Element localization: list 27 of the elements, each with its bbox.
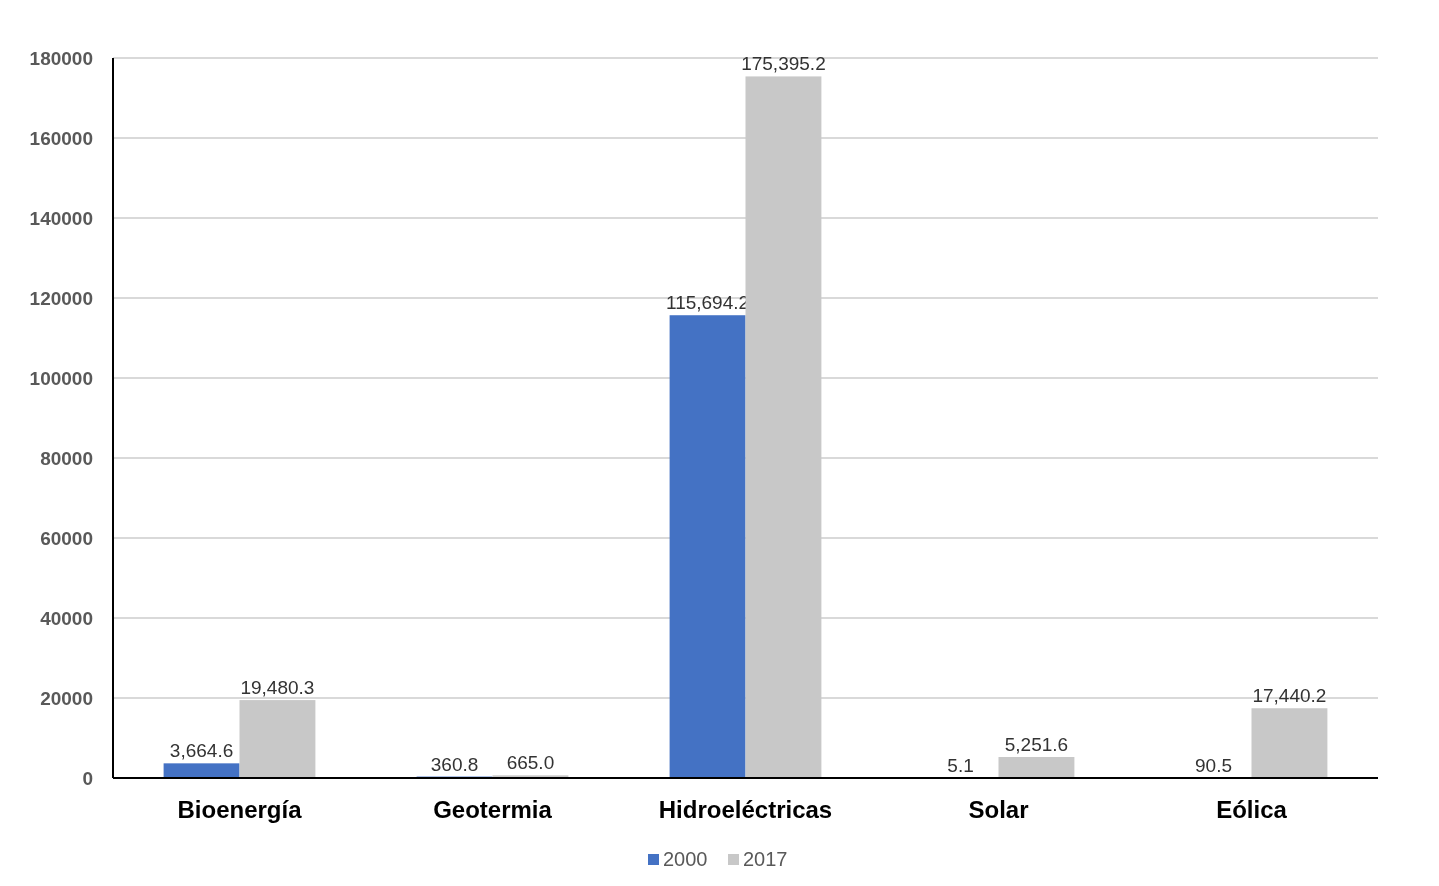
- data-label: 90.5: [1195, 754, 1233, 776]
- y-tick-label: 160000: [29, 127, 93, 149]
- data-label: 17,440.2: [1252, 685, 1327, 707]
- x-tick-label: Eólica: [1216, 796, 1288, 823]
- data-label: 115,694.2: [665, 292, 750, 314]
- x-tick-label: Geotermia: [433, 796, 553, 823]
- data-label: 3,664.6: [169, 740, 234, 762]
- data-label: 665.0: [506, 752, 555, 774]
- data-label: 5.1: [947, 754, 974, 776]
- x-tick-label: Bioenergía: [177, 796, 303, 823]
- y-tick-label: 60000: [40, 527, 93, 549]
- legend-label: 2017: [743, 848, 788, 870]
- y-tick-label: 180000: [29, 47, 93, 69]
- x-tick-label: Hidroeléctricas: [658, 796, 833, 823]
- y-tick-label: 140000: [29, 207, 93, 229]
- y-tick-label: 40000: [40, 607, 93, 629]
- data-label: 360.8: [430, 753, 479, 775]
- legend-label: 2000: [663, 848, 708, 870]
- y-tick-label: 20000: [40, 687, 93, 709]
- data-label: 5,251.6: [1004, 733, 1069, 755]
- data-label: 175,395.2: [741, 53, 826, 75]
- y-tick-label: 120000: [29, 287, 93, 309]
- x-tick-label: Solar: [968, 796, 1029, 823]
- data-label: 19,480.3: [240, 677, 315, 699]
- y-tick-label: 100000: [29, 367, 93, 389]
- y-tick-label: 0: [82, 767, 93, 789]
- y-tick-label: 80000: [40, 447, 93, 469]
